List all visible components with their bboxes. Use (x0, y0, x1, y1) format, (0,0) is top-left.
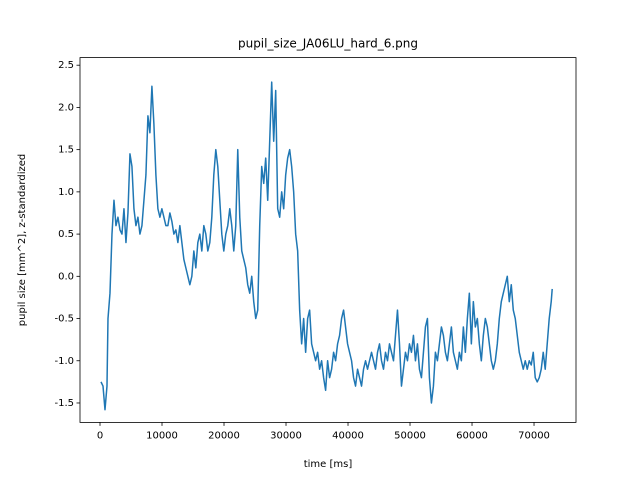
x-tick-label: 70000 (518, 430, 550, 441)
x-axis-label: time [ms] (304, 459, 353, 470)
y-tick-label: -1.0 (54, 356, 74, 367)
chart-title: pupil_size_JA06LU_hard_6.png (238, 37, 418, 51)
y-tick-label: 2.0 (58, 102, 74, 113)
line (100, 81, 553, 411)
x-tick-label: 40000 (332, 430, 364, 441)
x-tick-label: 20000 (208, 430, 240, 441)
x-tick-label: 60000 (456, 430, 488, 441)
y-axis-label: pupil size [mm^2], z-standardized (17, 154, 28, 326)
axes-frame (79, 57, 577, 423)
y-tick-label: 0.0 (58, 271, 74, 282)
y-tick-label: -0.5 (54, 314, 74, 325)
y-tick-label: 2.5 (58, 60, 74, 71)
y-tick-label: 0.5 (58, 229, 74, 240)
x-tick-label: 10000 (146, 430, 178, 441)
x-tick-label: 30000 (270, 430, 302, 441)
y-tick-label: 1.5 (58, 145, 74, 156)
y-tick-label: 1.0 (58, 187, 74, 198)
y-tick-label: -1.5 (54, 398, 74, 409)
x-tick-label: 0 (97, 430, 103, 441)
x-tick-label: 50000 (394, 430, 426, 441)
